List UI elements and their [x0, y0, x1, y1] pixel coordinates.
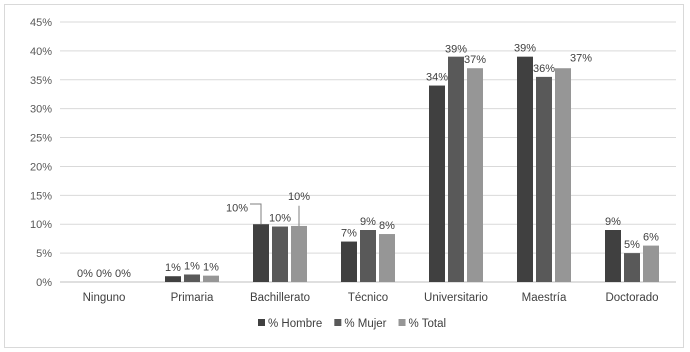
x-category-label: Doctorado — [605, 292, 658, 304]
bar — [429, 85, 445, 282]
data-label: 34% — [426, 72, 448, 84]
data-label: 1% — [203, 262, 219, 274]
data-label: 0% — [77, 268, 93, 280]
y-tick-label: 15% — [30, 190, 52, 202]
bar — [341, 241, 357, 282]
y-tick-label: 5% — [36, 248, 52, 260]
x-category-label: Maestría — [522, 292, 567, 304]
bar — [624, 253, 640, 282]
data-label: 1% — [165, 262, 181, 274]
x-category-label: Ninguno — [83, 292, 126, 304]
bar — [517, 56, 533, 282]
data-label: 39% — [445, 44, 467, 56]
data-label: 36% — [533, 63, 555, 75]
data-label: 8% — [379, 220, 395, 232]
data-label: 7% — [341, 228, 357, 240]
data-label: 37% — [570, 52, 592, 64]
legend-label: % Hombre — [268, 318, 322, 330]
bar — [253, 224, 269, 282]
bar — [605, 230, 621, 282]
data-label: 5% — [624, 239, 640, 251]
y-tick-label: 20% — [30, 161, 52, 173]
bar — [643, 245, 659, 282]
bar — [467, 68, 483, 282]
bar — [291, 225, 307, 282]
x-category-label: Universitario — [424, 292, 488, 304]
x-category-label: Técnico — [348, 292, 388, 304]
bar — [184, 274, 200, 282]
y-tick-label: 25% — [30, 133, 52, 145]
data-label: 10% — [226, 203, 248, 215]
bar — [536, 76, 552, 282]
bar — [203, 275, 219, 282]
data-label: 9% — [605, 216, 621, 228]
legend-swatch — [334, 319, 342, 326]
y-tick-label: 0% — [36, 277, 52, 289]
legend-swatch — [398, 319, 406, 326]
x-category-label: Primaria — [171, 292, 214, 304]
data-label: 0% — [96, 268, 112, 280]
label-leader-line — [250, 203, 262, 225]
legend-label: % Mujer — [344, 318, 386, 330]
data-label: 9% — [360, 216, 376, 228]
y-tick-label: 10% — [30, 219, 52, 231]
legend-swatch — [258, 319, 265, 326]
data-label: 10% — [269, 213, 291, 225]
data-label: 1% — [184, 260, 200, 272]
legend-label: % Total — [409, 318, 447, 330]
bar — [272, 226, 288, 282]
y-tick-label: 40% — [30, 46, 52, 58]
x-category-label: Bachillerato — [250, 292, 310, 304]
y-tick-label: 35% — [30, 75, 52, 87]
data-label: 39% — [514, 43, 536, 55]
y-tick-label: 30% — [30, 104, 52, 116]
bar — [448, 56, 464, 282]
data-label: 10% — [288, 191, 310, 203]
data-label: 37% — [464, 54, 486, 66]
bar — [379, 234, 395, 282]
y-tick-label: 45% — [30, 17, 52, 29]
bar — [555, 68, 571, 282]
bar — [360, 230, 376, 282]
data-label: 6% — [643, 232, 659, 244]
data-label: 0% — [115, 268, 131, 280]
bar — [165, 276, 181, 282]
